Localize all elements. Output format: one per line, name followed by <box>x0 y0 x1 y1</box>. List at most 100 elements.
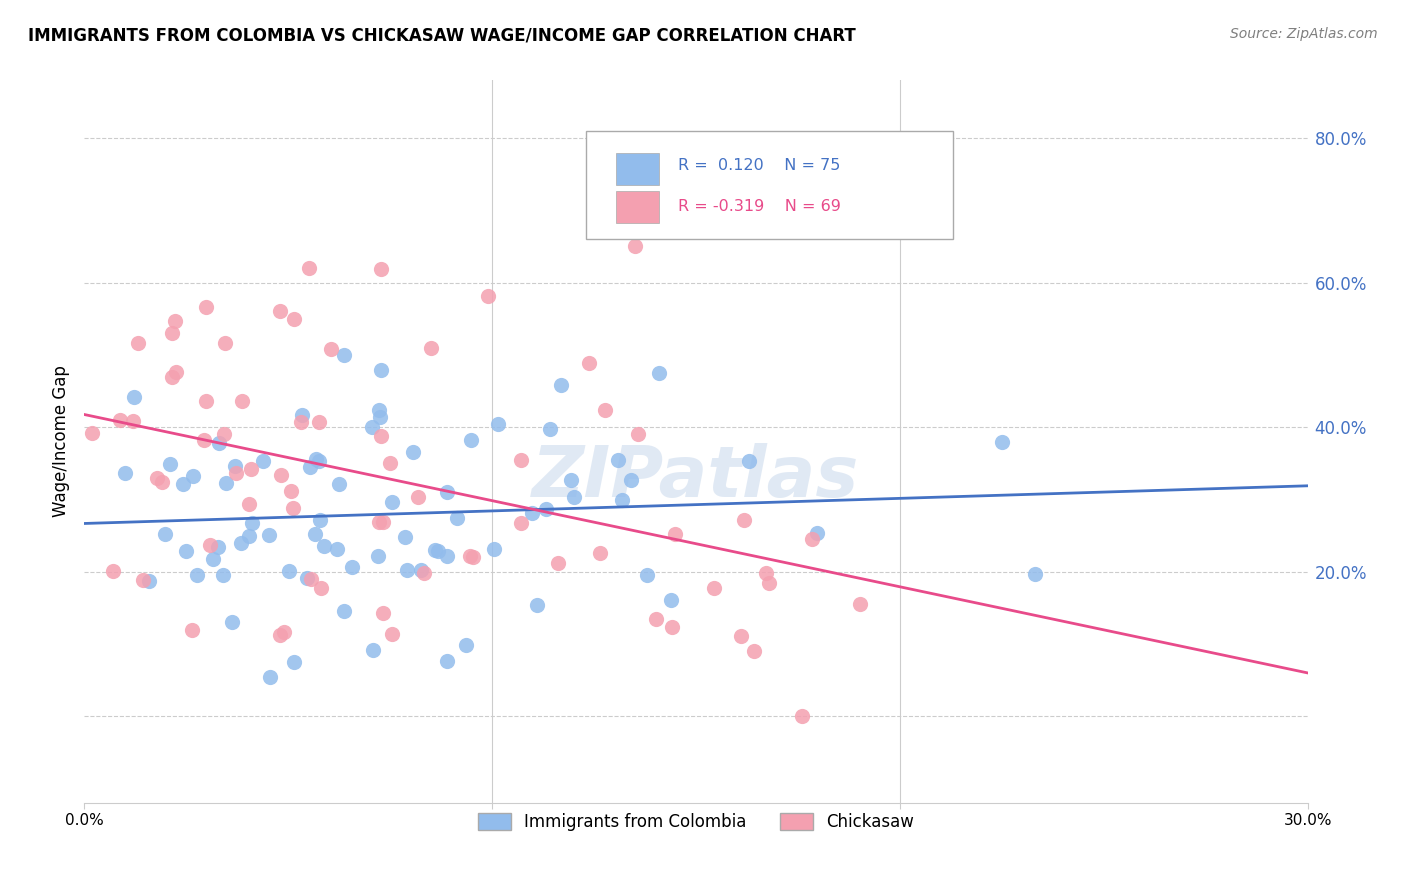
FancyBboxPatch shape <box>586 131 953 239</box>
FancyBboxPatch shape <box>616 153 659 185</box>
Point <box>127 336 149 351</box>
Point <box>371 607 394 621</box>
Point <box>231 394 253 409</box>
Point <box>193 433 215 447</box>
Point <box>578 356 600 370</box>
Point <box>406 490 429 504</box>
Point <box>304 452 326 467</box>
Point <box>991 434 1014 449</box>
Point <box>283 655 305 669</box>
Point <box>138 574 160 589</box>
Point <box>367 549 389 564</box>
Point <box>560 473 582 487</box>
Point <box>436 485 458 500</box>
Point <box>162 369 184 384</box>
Point <box>550 378 572 392</box>
Point <box>195 393 218 408</box>
Point <box>290 416 312 430</box>
Point <box>132 573 155 587</box>
Point <box>425 543 447 558</box>
Point <box>526 599 548 613</box>
Point <box>290 408 312 422</box>
Point <box>730 629 752 643</box>
Point <box>564 490 586 504</box>
Point <box>436 549 458 563</box>
Text: IMMIGRANTS FROM COLOMBIA VS CHICKASAW WAGE/INCOME GAP CORRELATION CHART: IMMIGRANTS FROM COLOMBIA VS CHICKASAW WA… <box>28 27 856 45</box>
Point <box>198 538 221 552</box>
Point <box>114 466 136 480</box>
Point <box>800 532 823 546</box>
Point <box>510 516 533 530</box>
Point <box>201 552 224 566</box>
Point <box>308 513 330 527</box>
Point <box>298 460 321 475</box>
FancyBboxPatch shape <box>616 191 659 223</box>
Point <box>661 620 683 634</box>
Point <box>325 542 347 557</box>
Point <box>636 567 658 582</box>
Point <box>648 366 671 380</box>
Point <box>273 625 295 640</box>
Point <box>259 670 281 684</box>
Point <box>659 593 682 607</box>
Point <box>283 311 305 326</box>
Point <box>373 515 395 529</box>
Point <box>477 288 499 302</box>
Legend: Immigrants from Colombia, Chickasaw: Immigrants from Colombia, Chickasaw <box>471 806 921 838</box>
Point <box>270 467 292 482</box>
Point <box>309 582 332 596</box>
Point <box>153 526 176 541</box>
Point <box>463 549 485 564</box>
Point <box>183 468 205 483</box>
Point <box>82 425 104 440</box>
Point <box>538 422 561 436</box>
Point <box>624 239 647 253</box>
Text: ZIPatlas: ZIPatlas <box>533 443 859 512</box>
Point <box>333 348 356 362</box>
Point <box>420 341 443 355</box>
Point <box>446 511 468 525</box>
Point <box>370 429 392 443</box>
Point <box>208 436 231 450</box>
Point <box>224 458 246 473</box>
Point <box>181 623 204 637</box>
Point <box>593 403 616 417</box>
Point <box>212 567 235 582</box>
Point <box>606 453 628 467</box>
Point <box>454 638 477 652</box>
Point <box>308 454 330 468</box>
Point <box>297 570 319 584</box>
Point <box>257 528 280 542</box>
Point <box>381 495 404 509</box>
Point <box>214 336 236 351</box>
Point <box>304 527 326 541</box>
Point <box>165 365 187 379</box>
Point <box>367 403 389 417</box>
Point <box>124 390 146 404</box>
Point <box>121 414 143 428</box>
Point <box>186 567 208 582</box>
Point <box>755 566 778 580</box>
Text: Source: ZipAtlas.com: Source: ZipAtlas.com <box>1230 27 1378 41</box>
Point <box>281 500 304 515</box>
Point <box>367 515 389 529</box>
Point <box>790 709 813 723</box>
Point <box>427 543 450 558</box>
Point <box>214 475 236 490</box>
Point <box>742 644 765 658</box>
Point <box>534 501 557 516</box>
Point <box>269 628 291 642</box>
Point <box>240 516 263 530</box>
Point <box>212 426 235 441</box>
Point <box>160 326 183 340</box>
Point <box>610 493 633 508</box>
Point <box>361 420 384 434</box>
Point <box>394 530 416 544</box>
Point <box>277 564 299 578</box>
Point <box>101 565 124 579</box>
Text: R = -0.319    N = 69: R = -0.319 N = 69 <box>678 199 841 214</box>
Point <box>150 475 173 489</box>
Point <box>381 626 404 640</box>
Point <box>458 549 481 564</box>
Point <box>108 412 131 426</box>
